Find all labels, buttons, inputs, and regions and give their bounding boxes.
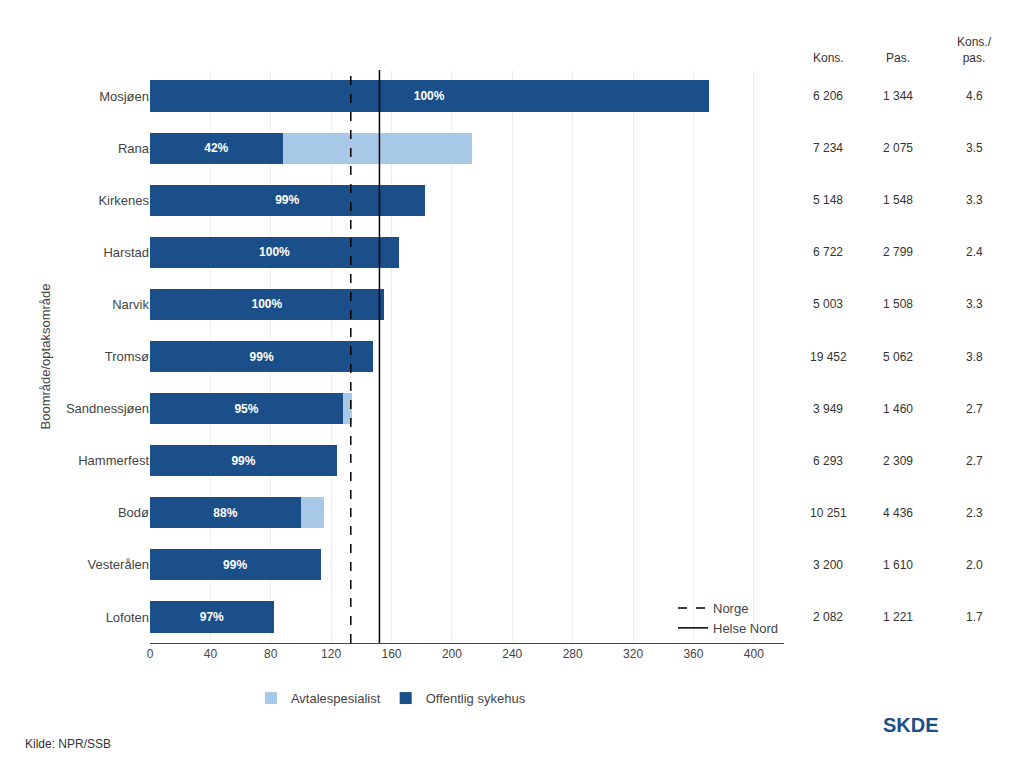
svg-text:3.8: 3.8 bbox=[966, 350, 983, 364]
svg-text:Kons.: Kons. bbox=[813, 51, 844, 65]
svg-text:360: 360 bbox=[683, 647, 703, 661]
svg-text:40: 40 bbox=[204, 647, 218, 661]
svg-text:4.6: 4.6 bbox=[966, 89, 983, 103]
svg-text:Kirkenes: Kirkenes bbox=[98, 193, 149, 208]
svg-text:280: 280 bbox=[563, 647, 583, 661]
svg-text:99%: 99% bbox=[231, 454, 255, 468]
svg-text:0: 0 bbox=[147, 647, 154, 661]
svg-text:6 293: 6 293 bbox=[813, 454, 843, 468]
svg-text:2 082: 2 082 bbox=[813, 610, 843, 624]
svg-text:1 548: 1 548 bbox=[883, 193, 913, 207]
svg-text:320: 320 bbox=[623, 647, 643, 661]
svg-text:2 799: 2 799 bbox=[883, 245, 913, 259]
svg-text:1 344: 1 344 bbox=[883, 89, 913, 103]
svg-text:97%: 97% bbox=[200, 610, 224, 624]
svg-text:95%: 95% bbox=[234, 402, 258, 416]
svg-text:5 003: 5 003 bbox=[813, 297, 843, 311]
svg-text:99%: 99% bbox=[223, 558, 247, 572]
svg-text:Kilde: NPR/SSB: Kilde: NPR/SSB bbox=[25, 737, 111, 751]
svg-text:Pas.: Pas. bbox=[886, 51, 910, 65]
svg-text:Hammerfest: Hammerfest bbox=[78, 453, 149, 468]
svg-text:Norge: Norge bbox=[713, 601, 748, 616]
svg-text:88%: 88% bbox=[213, 506, 237, 520]
svg-text:240: 240 bbox=[502, 647, 522, 661]
svg-text:Bodø: Bodø bbox=[118, 505, 149, 520]
svg-text:10 251: 10 251 bbox=[810, 506, 847, 520]
svg-text:Kons./pas.: Kons./pas. bbox=[957, 35, 992, 65]
svg-text:2.3: 2.3 bbox=[966, 506, 983, 520]
svg-text:200: 200 bbox=[442, 647, 462, 661]
svg-text:1 460: 1 460 bbox=[883, 402, 913, 416]
svg-text:6 722: 6 722 bbox=[813, 245, 843, 259]
svg-text:3 949: 3 949 bbox=[813, 402, 843, 416]
svg-text:Tromsø: Tromsø bbox=[105, 349, 149, 364]
svg-text:Boområde/optaksområde: Boområde/optaksområde bbox=[38, 284, 53, 430]
svg-text:SKDE: SKDE bbox=[883, 714, 939, 736]
svg-text:6 206: 6 206 bbox=[813, 89, 843, 103]
svg-text:7 234: 7 234 bbox=[813, 141, 843, 155]
svg-text:3 200: 3 200 bbox=[813, 558, 843, 572]
svg-text:4 436: 4 436 bbox=[883, 506, 913, 520]
svg-text:1 508: 1 508 bbox=[883, 297, 913, 311]
svg-text:42%: 42% bbox=[204, 141, 228, 155]
svg-text:Helse Nord: Helse Nord bbox=[713, 621, 778, 636]
svg-text:3.3: 3.3 bbox=[966, 193, 983, 207]
svg-text:Rana: Rana bbox=[118, 141, 150, 156]
svg-text:99%: 99% bbox=[275, 193, 299, 207]
svg-text:5 062: 5 062 bbox=[883, 350, 913, 364]
svg-text:99%: 99% bbox=[250, 350, 274, 364]
svg-text:Sandnessjøen: Sandnessjøen bbox=[66, 401, 149, 416]
svg-text:Lofoten: Lofoten bbox=[106, 610, 149, 625]
svg-text:3.3: 3.3 bbox=[966, 297, 983, 311]
svg-text:2.0: 2.0 bbox=[966, 558, 983, 572]
svg-text:2.7: 2.7 bbox=[966, 454, 983, 468]
svg-text:1 221: 1 221 bbox=[883, 610, 913, 624]
svg-text:160: 160 bbox=[382, 647, 402, 661]
svg-text:3.5: 3.5 bbox=[966, 141, 983, 155]
svg-text:2.7: 2.7 bbox=[966, 402, 983, 416]
svg-text:Avtalespesialist: Avtalespesialist bbox=[291, 691, 381, 706]
svg-text:19 452: 19 452 bbox=[810, 350, 847, 364]
svg-text:Offentlig sykehus: Offentlig sykehus bbox=[426, 691, 526, 706]
svg-text:5 148: 5 148 bbox=[813, 193, 843, 207]
svg-text:120: 120 bbox=[321, 647, 341, 661]
svg-text:100%: 100% bbox=[414, 89, 445, 103]
svg-text:Mosjøen: Mosjøen bbox=[99, 89, 149, 104]
svg-text:2 309: 2 309 bbox=[883, 454, 913, 468]
svg-text:100%: 100% bbox=[259, 245, 290, 259]
svg-text:1 610: 1 610 bbox=[883, 558, 913, 572]
svg-text:80: 80 bbox=[264, 647, 278, 661]
svg-text:Harstad: Harstad bbox=[103, 245, 149, 260]
svg-text:Vesterålen: Vesterålen bbox=[88, 557, 149, 572]
svg-text:1.7: 1.7 bbox=[966, 610, 983, 624]
svg-text:100%: 100% bbox=[251, 297, 282, 311]
svg-text:Narvik: Narvik bbox=[112, 297, 149, 312]
svg-text:2 075: 2 075 bbox=[883, 141, 913, 155]
svg-text:2.4: 2.4 bbox=[966, 245, 983, 259]
svg-text:400: 400 bbox=[744, 647, 764, 661]
